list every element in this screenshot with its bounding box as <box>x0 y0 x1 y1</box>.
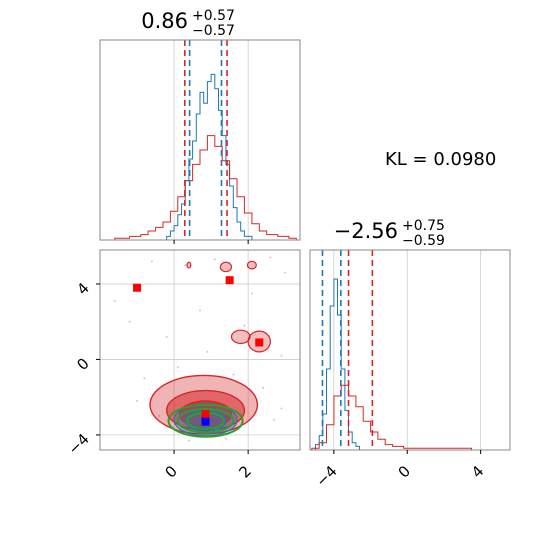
red-island-contour <box>219 261 233 273</box>
x-tick-label: −4 <box>312 462 340 490</box>
red-island-contour <box>186 261 192 269</box>
scatter-point <box>213 258 216 261</box>
scatter-point <box>158 415 161 418</box>
axes-frame <box>99 249 301 451</box>
x-tick-label: 0 <box>161 462 180 481</box>
red-marker <box>225 276 234 285</box>
scatter-point <box>250 292 253 295</box>
panel-title-lower: −0.57 <box>192 23 235 39</box>
histogram-series-1 <box>311 384 476 451</box>
panel-title-median: −2.56 <box>334 219 398 243</box>
panel-title-upper: +0.57 <box>192 8 235 24</box>
green-contour-line <box>176 408 235 434</box>
marginal-panel-0: 0.86 +0.57−0.57 <box>99 8 301 244</box>
marginal-panel-1: −2.56 +0.75−0.59 −4 0 4 <box>309 218 511 490</box>
scatter-point <box>243 324 246 327</box>
scatter-point <box>269 256 272 259</box>
panel-title-median: 0.86 <box>141 9 188 33</box>
scatter-point <box>165 335 168 338</box>
scatter-point <box>232 373 235 376</box>
joint-content <box>113 256 287 442</box>
red-island-contour <box>230 329 251 344</box>
kl-divergence-label: KL = 0.0980 <box>385 149 496 170</box>
scatter-point <box>176 365 179 368</box>
scatter-point <box>184 264 187 267</box>
joint-panel: 0 2 −4 0 4 <box>64 249 301 482</box>
scatter-point <box>136 399 139 402</box>
scatter-point <box>143 377 146 380</box>
scatter-point <box>187 439 190 442</box>
blue-marker <box>201 417 210 426</box>
scatter-point <box>280 354 283 357</box>
scatter-point <box>150 260 153 263</box>
x-tick-label: 0 <box>395 462 414 481</box>
scatter-point <box>199 309 201 312</box>
green-contour-line <box>167 403 244 438</box>
y-tick-label: 0 <box>73 355 92 374</box>
panel-title-lower: −0.59 <box>402 233 445 249</box>
histogram-series-1 <box>100 135 297 241</box>
red-island-contour <box>246 260 257 270</box>
red-marker <box>201 410 210 419</box>
scatter-point <box>273 418 276 421</box>
scatter-point <box>113 299 116 302</box>
red-marker <box>255 338 264 347</box>
scatter-point <box>261 386 264 389</box>
axes-frame <box>99 39 301 241</box>
y-tick-label: −4 <box>64 430 92 458</box>
histogram-series-0 <box>166 73 253 241</box>
scatter-point <box>128 320 131 323</box>
scatter-point <box>280 407 283 410</box>
scatter-point <box>206 350 209 353</box>
red-marker <box>133 283 142 292</box>
scatter-point <box>224 437 227 440</box>
y-tick-label: 4 <box>73 279 92 298</box>
scatter-point <box>284 271 287 274</box>
x-tick-label: 2 <box>235 462 254 481</box>
panel-title-upper: +0.75 <box>402 218 445 234</box>
x-tick-label: 4 <box>468 462 487 481</box>
axes-frame <box>309 249 511 451</box>
